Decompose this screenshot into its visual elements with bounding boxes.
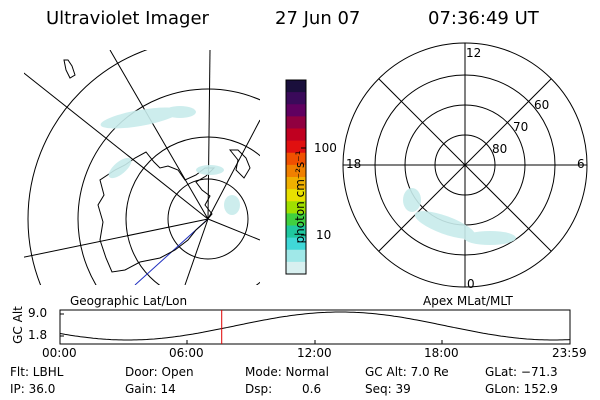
- left-map-caption: Geographic Lat/Lon: [70, 294, 188, 308]
- apex-map: [342, 42, 588, 288]
- colorbar-tick-100: 100: [314, 141, 337, 155]
- mlt-label-6: 6: [577, 157, 585, 171]
- lat-circle: [27, 50, 148, 285]
- colorbar-band: [286, 152, 306, 166]
- altitude-ylabel: GC Alt: [11, 306, 25, 344]
- info-filter: Flt: LBHL: [10, 365, 64, 379]
- lat-circle: [77, 88, 260, 285]
- colorbar-band: [286, 80, 306, 93]
- colorbar: [286, 80, 306, 275]
- app-title: Ultraviolet Imager: [46, 8, 209, 29]
- colorbar-band: [286, 177, 306, 190]
- lat-circle: [125, 136, 260, 285]
- info-dsp-label: Dsp:: [245, 382, 273, 396]
- aurora-emission: [100, 106, 240, 215]
- colorbar-band: [286, 92, 306, 105]
- altitude-ytick-9: 9.0: [28, 306, 48, 320]
- aurora-emission: [403, 188, 516, 245]
- colorbar-band: [286, 261, 306, 275]
- meridian: [24, 72, 209, 220]
- info-door: Door: Open: [125, 365, 194, 379]
- right-map-caption: Apex MLat/MLT: [423, 294, 513, 308]
- altitude-xtick: 18:00: [424, 346, 459, 360]
- colorbar-band: [286, 249, 306, 263]
- colorbar-band: [286, 164, 306, 178]
- mlt-label-18: 18: [346, 157, 362, 171]
- colorbar-tick-10: 10: [316, 228, 332, 242]
- mlt-label-12: 12: [466, 46, 482, 60]
- mlt-line: [374, 74, 556, 256]
- info-gc-alt: GC Alt: 7.0 Re: [365, 365, 449, 379]
- mlt-label-0: 0: [467, 277, 475, 291]
- mlat-label-80: 80: [492, 142, 508, 156]
- info-gain: Gain: 14: [125, 382, 176, 396]
- meridian: [207, 218, 260, 241]
- time-label: 07:36:49 UT: [428, 8, 539, 29]
- colorbar-unit-label: photon cm⁻²s⁻¹: [293, 150, 307, 244]
- altitude-plot: [59, 309, 571, 345]
- altitude-curve: [59, 311, 571, 341]
- mlat-label-70: 70: [513, 120, 529, 134]
- meridian: [109, 50, 209, 220]
- altitude-xtick: 00:00: [42, 346, 77, 360]
- geographic-map: [24, 50, 260, 285]
- info-glon: GLon: 152.9: [485, 382, 558, 396]
- meridian: [207, 50, 211, 220]
- coastline: [228, 149, 251, 179]
- info-seq: Seq: 39: [365, 382, 411, 396]
- altitude-xtick: 23:59: [552, 346, 587, 360]
- info-dsp-value: 0.6: [302, 382, 322, 396]
- date-label: 27 Jun 07: [275, 8, 361, 29]
- info-ip: IP: 36.0: [10, 382, 56, 396]
- info-glat: GLat: −71.3: [485, 365, 558, 379]
- colorbar-band: [286, 116, 306, 129]
- altitude-xtick: 06:00: [169, 346, 204, 360]
- colorbar-band: [286, 104, 306, 117]
- coastline: [97, 151, 216, 273]
- meridian: [24, 218, 209, 258]
- altitude-ytick-1: 1.8: [28, 328, 48, 342]
- colorbar-band: [286, 189, 306, 202]
- colorbar-band: [286, 237, 306, 251]
- info-mode: Mode: Normal: [245, 365, 329, 379]
- colorbar-band: [286, 128, 306, 142]
- mlat-label-60: 60: [534, 98, 550, 112]
- colorbar-band: [286, 201, 306, 214]
- colorbar-band: [286, 140, 306, 154]
- coastline: [63, 59, 76, 79]
- colorbar-band: [286, 213, 306, 226]
- meridian: [207, 119, 260, 220]
- altitude-xtick: 12:00: [297, 346, 332, 360]
- meridian: [184, 218, 209, 285]
